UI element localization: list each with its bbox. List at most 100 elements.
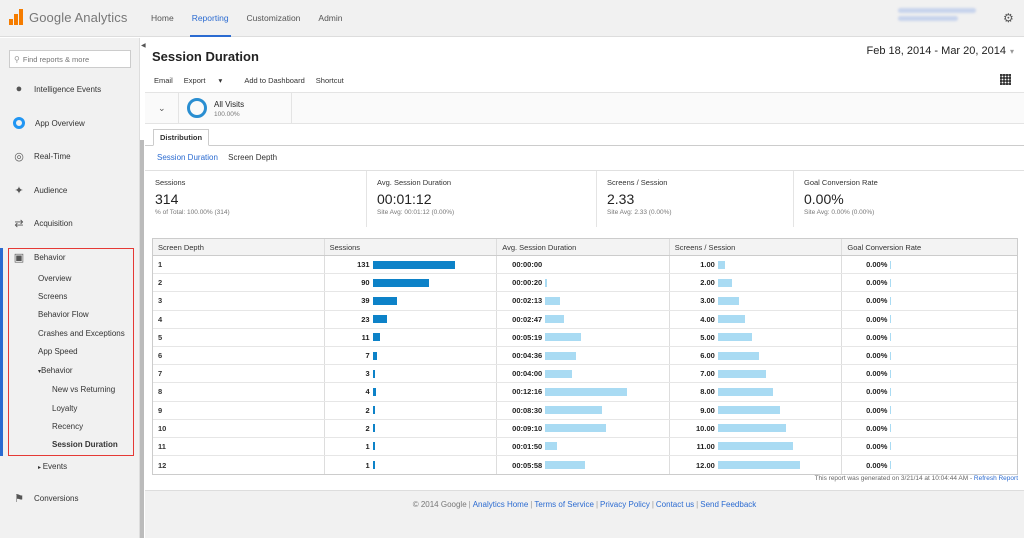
sidebar-sub-behavior-flow[interactable]: Behavior Flow	[38, 310, 89, 319]
sidebar-sub-app-speed[interactable]: App Speed	[38, 347, 78, 356]
cell-value: 3	[365, 369, 370, 379]
tab-divider	[145, 145, 1024, 146]
sidebar-item-intelligence-events[interactable]: ● Intelligence Events	[12, 83, 101, 95]
cell-sessions: 23	[325, 310, 498, 328]
nav-admin[interactable]: Admin	[318, 13, 343, 23]
table-view-icon[interactable]	[1000, 74, 1011, 85]
sidebar-sub-recency[interactable]: Recency	[52, 422, 84, 431]
sessions-bar	[372, 278, 429, 287]
cell-value: 00:05:58	[512, 460, 543, 470]
sidebar-item-acquisition[interactable]: ⇄ Acquisition	[12, 217, 72, 230]
footer-link-terms[interactable]: Terms of Service	[534, 500, 594, 509]
footer-link-feedback[interactable]: Send Feedback	[700, 500, 757, 509]
cell-value: 00:09:10	[512, 423, 543, 433]
segment-ring-icon	[187, 98, 207, 118]
sidebar-sub-screens[interactable]: Screens	[38, 292, 68, 301]
sidebar-sub-loyalty[interactable]: Loyalty	[52, 404, 78, 413]
generated-text: This report was generated on 3/21/14 at …	[814, 475, 973, 482]
cell-sessions: 11	[325, 328, 498, 346]
cell-value: 7.00	[700, 369, 715, 379]
cell-screen-depth: 5	[153, 328, 325, 346]
sidebar-sub-behavior-group[interactable]: ▾Behavior	[38, 366, 73, 375]
cell-screens-session: 11.00	[670, 437, 843, 456]
sidebar-sub-session-duration[interactable]: Session Duration	[52, 440, 118, 449]
sidebar-sub-overview[interactable]: Overview	[38, 274, 72, 283]
subtab-screen-depth[interactable]: Screen Depth	[228, 153, 278, 162]
cell-sessions: 39	[325, 292, 498, 310]
sidebar-item-conversions[interactable]: ⚑ Conversions	[12, 492, 78, 505]
duration-bar	[545, 461, 586, 470]
sidebar-sub-crashes[interactable]: Crashes and Exceptions	[38, 329, 125, 338]
email-button[interactable]: Email	[154, 76, 173, 85]
scorecard-label: Screens / Session	[607, 178, 668, 187]
cell-value: 00:12:16	[512, 387, 543, 397]
sessions-bar	[372, 387, 376, 396]
add-to-dashboard-button[interactable]: Add to Dashboard	[244, 76, 305, 85]
sidebar-item-real-time[interactable]: ◎ Real-Time	[12, 150, 70, 163]
column-header-goal-conversion[interactable]: Goal Conversion Rate	[847, 242, 922, 252]
cell-value: 5	[158, 332, 163, 342]
cell-value: 2	[158, 278, 163, 288]
cell-value: 00:01:50	[512, 441, 543, 451]
scorecard-sub: Site Avg: 0.00% (0.00%)	[804, 209, 875, 216]
footer-link-privacy[interactable]: Privacy Policy	[600, 500, 650, 509]
cell-value: 0.00%	[866, 351, 888, 361]
table-row: 8 4 00:12:16 8.00 0.00%	[153, 383, 1017, 402]
nav-customization[interactable]: Customization	[246, 13, 301, 23]
cell-value: 1	[365, 460, 370, 470]
sessions-bar	[372, 351, 377, 360]
collapse-sidebar-icon[interactable]: ◀	[141, 43, 146, 49]
cell-screens-session: 5.00	[670, 328, 843, 346]
table-row: 6 7 00:04:36 6.00 0.00%	[153, 346, 1017, 366]
cell-value: 9.00	[700, 405, 715, 415]
column-header-screens-session[interactable]: Screens / Session	[670, 239, 843, 255]
nav-reporting[interactable]: Reporting	[189, 0, 231, 37]
footer-sep: |	[468, 500, 471, 509]
segment-name[interactable]: All Visits	[214, 100, 245, 109]
duration-bar	[545, 424, 607, 433]
table-row: 5 11 00:05:19 5.00 0.00%	[153, 328, 1017, 347]
screens-bar	[717, 424, 786, 433]
cell-goal-conversion: 0.00%	[842, 274, 1017, 291]
subtab-session-duration[interactable]: Session Duration	[157, 153, 218, 162]
column-header-sessions[interactable]: Sessions	[325, 239, 498, 255]
date-range-selector[interactable]: Feb 18, 2014 - Mar 20, 2014 ▾	[867, 45, 1014, 57]
sidebar-sub-new-vs-returning[interactable]: New vs Returning	[52, 385, 116, 394]
table-row: 4 23 00:02:47 4.00 0.00%	[153, 310, 1017, 329]
gear-icon[interactable]: ⚙	[1003, 11, 1014, 25]
shortcut-button[interactable]: Shortcut	[315, 76, 344, 85]
cell-goal-conversion: 0.00%	[842, 292, 1017, 309]
nav-home[interactable]: Home	[151, 13, 174, 23]
subtabs: Session Duration Screen Depth	[157, 153, 277, 162]
sidebar-item-audience[interactable]: ✦ Audience	[12, 184, 67, 197]
sidebar-item-app-overview[interactable]: App Overview	[12, 117, 85, 129]
sidebar-scrollbar[interactable]	[140, 140, 144, 538]
screens-bar	[717, 369, 766, 378]
cell-sessions: 1	[325, 456, 498, 475]
logo[interactable]: Google Analytics	[9, 9, 127, 25]
sessions-bar	[372, 424, 375, 433]
cell-value: 7	[365, 351, 370, 361]
flag-icon: ⚑	[14, 493, 24, 505]
column-header-screen-depth[interactable]: Screen Depth	[153, 239, 325, 255]
export-caret-icon: ▾	[218, 76, 223, 85]
sidebar-sub-events[interactable]: ▸ Events	[38, 462, 67, 471]
tab-distribution[interactable]: Distribution	[153, 129, 210, 146]
cell-value: 00:08:30	[512, 405, 543, 415]
cell-goal-conversion: 0.00%	[842, 256, 1017, 273]
footer: © 2014 Google | Analytics Home | Terms of Se…	[145, 490, 1024, 538]
duration-bar	[545, 333, 582, 342]
search-box[interactable]: ⚲	[9, 50, 131, 68]
sidebar-item-behavior[interactable]: ▣ Behavior	[12, 251, 66, 264]
screens-bar	[717, 406, 780, 415]
chevron-down-icon[interactable]: ⌄	[158, 103, 166, 113]
goal-bar	[890, 296, 892, 305]
search-input[interactable]	[22, 54, 123, 64]
behavior-icon: ▣	[13, 252, 25, 264]
account-selector[interactable]	[898, 8, 978, 26]
footer-link-analytics-home[interactable]: Analytics Home	[472, 500, 529, 509]
refresh-report-link[interactable]: Refresh Report	[973, 475, 1018, 482]
export-button[interactable]: Export ▾	[184, 76, 234, 85]
column-header-avg-duration[interactable]: Avg. Session Duration	[497, 239, 670, 255]
footer-link-contact[interactable]: Contact us	[655, 500, 695, 509]
